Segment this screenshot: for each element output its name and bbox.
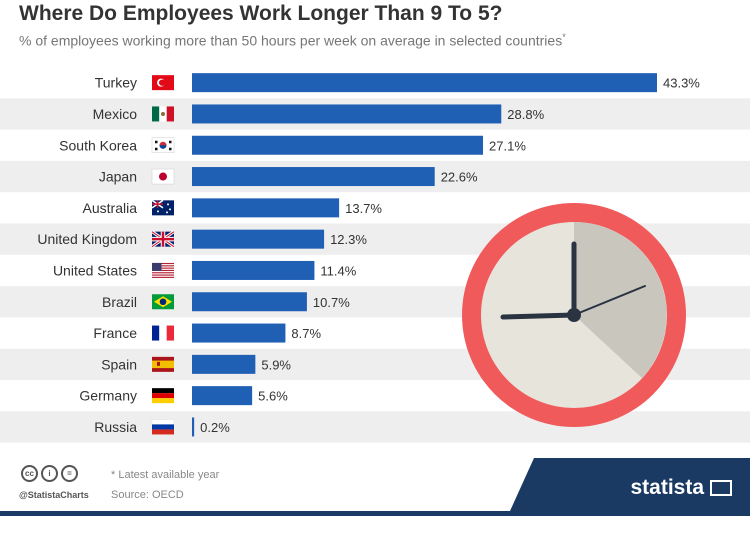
bar[interactable] [192,104,502,124]
category-label: Japan [99,169,137,185]
no-derivatives-icon[interactable]: = [61,465,78,482]
data-label: 10.7% [313,295,350,310]
mexico-flag-icon [152,106,174,122]
subtitle-footnote-mark: * [562,32,566,42]
bar[interactable] [192,229,325,249]
category-label: United States [53,262,137,278]
data-label: 5.9% [261,357,291,372]
data-label: 11.4% [320,263,356,278]
spain-flag-icon [152,356,174,372]
twitter-handle[interactable]: @StatistaCharts [19,490,89,500]
bar[interactable] [192,354,256,374]
data-label: 8.7% [291,326,321,341]
category-label: Germany [79,388,137,404]
bar-chart: Turkey 43.3% Mexico 28.8% South Korea 27.1% Ja… [0,73,750,443]
statista-logo[interactable]: statista [630,476,704,499]
australia-flag-icon [151,199,174,216]
clock-icon [462,203,686,427]
category-label: United Kingdom [37,231,137,247]
japan-flag-icon [151,168,175,185]
south-korea-flag-icon [151,137,175,153]
bar[interactable] [192,292,307,312]
bar[interactable] [192,73,657,93]
data-label: 22.6% [441,170,478,185]
bar[interactable] [192,135,484,155]
footnote: * Latest available year [111,469,220,481]
source-text: Source: OECD [111,489,184,501]
data-label: 12.3% [330,232,367,247]
united-states-flag-icon [152,262,174,278]
category-label: Brazil [102,294,137,310]
germany-flag-icon [152,388,174,404]
brazil-flag-icon [152,294,174,310]
russia-flag-icon [151,419,175,435]
creative-commons-icon[interactable]: cc [21,465,38,482]
attribution-icon[interactable]: i [41,465,58,482]
bar[interactable] [192,198,340,218]
statista-logo-icon [710,480,732,496]
category-label: Russia [94,419,137,435]
chart-title: Where Do Employees Work Longer Than 9 To… [19,2,503,25]
category-label: Mexico [93,106,138,122]
brand-bar [0,511,750,516]
category-label: South Korea [59,137,137,153]
category-label: France [93,325,137,341]
bar[interactable] [192,323,286,343]
chart-subtitle: % of employees working more than 50 hour… [19,32,566,49]
bar[interactable] [192,417,195,437]
data-label: 5.6% [258,389,288,404]
data-label: 28.8% [507,107,544,122]
turkey-flag-icon [152,75,174,91]
data-label: 0.2% [200,420,230,435]
subtitle-text: % of employees working more than 50 hour… [19,32,563,49]
data-label: 43.3% [663,76,700,91]
footer: cc i = @StatistaCharts * Latest availabl… [0,458,750,546]
bar[interactable] [192,386,253,406]
category-label: Australia [83,200,138,216]
data-label: 27.1% [489,138,526,153]
united-kingdom-flag-icon [151,230,175,248]
bar[interactable] [192,260,315,280]
category-label: Turkey [95,75,137,91]
row-stripe [0,411,750,443]
france-flag-icon [152,325,174,341]
category-label: Spain [101,356,137,372]
data-label: 13.7% [345,201,382,216]
bar[interactable] [192,167,435,187]
